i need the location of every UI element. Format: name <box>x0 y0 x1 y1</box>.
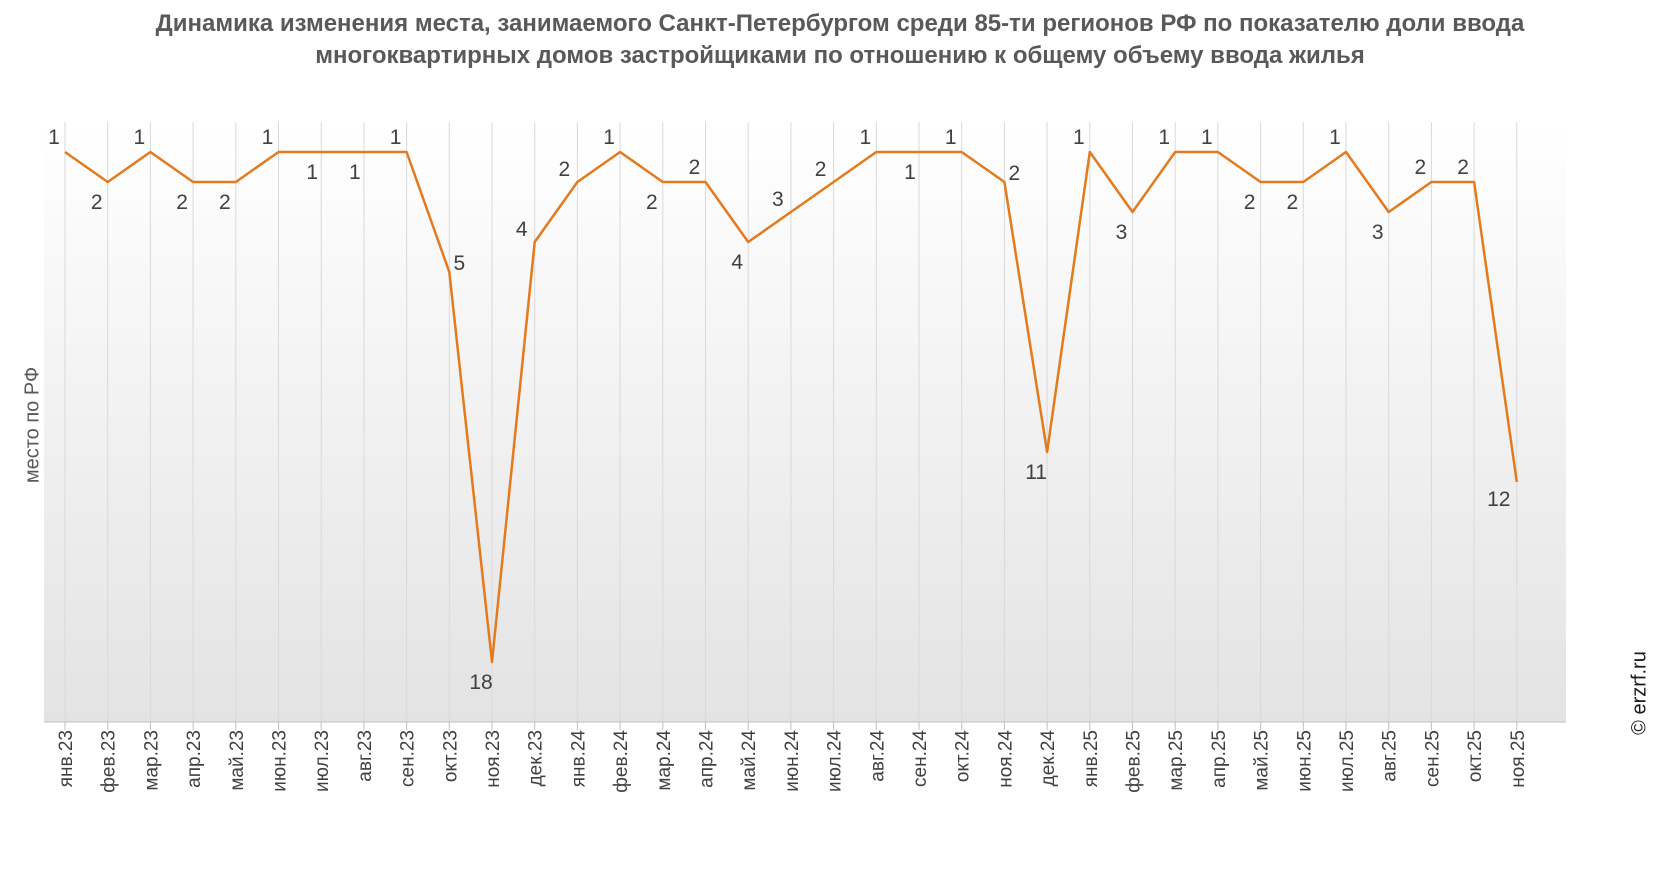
data-label: 2 <box>176 191 188 214</box>
data-label: 3 <box>1116 221 1128 244</box>
x-tick-label: янв.24 <box>568 730 589 788</box>
data-label: 1 <box>603 126 615 149</box>
x-tick-label: июн.25 <box>1294 730 1315 792</box>
x-tick-label: янв.25 <box>1081 730 1102 787</box>
x-tick-label: сен.23 <box>398 730 419 787</box>
data-label: 1 <box>1158 126 1170 149</box>
data-label: 5 <box>453 252 465 275</box>
x-tick-label: окт.25 <box>1465 730 1486 782</box>
data-label: 1 <box>945 126 957 149</box>
data-label: 4 <box>731 251 743 274</box>
data-label: 12 <box>1487 488 1510 511</box>
x-tick-label: ноя.25 <box>1508 730 1529 788</box>
x-tick-label: авг.25 <box>1380 730 1401 782</box>
x-tick-label: окт.23 <box>440 730 461 782</box>
x-tick-label: сен.25 <box>1422 730 1443 787</box>
data-label: 1 <box>904 161 916 184</box>
x-tick-label: июн.24 <box>782 730 803 792</box>
grid-lines <box>64 122 1518 722</box>
data-label: 2 <box>646 191 658 214</box>
x-tick-label: сен.24 <box>910 730 931 787</box>
data-label: 2 <box>1457 156 1469 179</box>
x-tick-label: фев.23 <box>99 730 120 793</box>
x-tick-labels: янв.23 фев.23 мар.23 апр.23 май.23 июн.23 июл.… <box>56 722 1529 793</box>
data-label: 1 <box>859 126 871 149</box>
data-label: 1 <box>390 126 402 149</box>
data-label: 3 <box>1372 221 1384 244</box>
data-label: 1 <box>349 161 361 184</box>
x-tick-label: ноя.24 <box>995 730 1016 788</box>
x-tick-label: июл.24 <box>825 730 846 792</box>
x-tick-label: фев.25 <box>1124 730 1145 793</box>
data-label: 2 <box>1286 191 1298 214</box>
series-line <box>64 150 1519 664</box>
data-label: 2 <box>1009 162 1021 185</box>
data-label: 2 <box>1415 156 1427 179</box>
x-tick-label: окт.24 <box>953 730 974 783</box>
data-label: 1 <box>134 126 146 149</box>
x-tick-label: май.25 <box>1252 730 1273 791</box>
data-label: 18 <box>469 671 492 694</box>
data-label: 1 <box>48 126 60 149</box>
x-tick-label: апр.25 <box>1209 730 1230 788</box>
x-tick-label: май.23 <box>227 730 248 791</box>
x-tick-label: май.24 <box>739 730 760 791</box>
x-tick-label: июл.25 <box>1337 730 1358 792</box>
series-line-group <box>64 150 1519 664</box>
data-label: 2 <box>815 158 827 181</box>
data-label: 2 <box>91 191 103 214</box>
x-tick-label: июл.23 <box>312 730 333 792</box>
x-tick-label: июн.23 <box>270 730 291 792</box>
data-label: 1 <box>306 161 318 184</box>
x-tick-label: мар.24 <box>654 730 675 791</box>
chart-title: Динамика изменения места, занимаемого Са… <box>155 10 1525 69</box>
data-label: 11 <box>1025 461 1047 484</box>
x-tick-label: дек.24 <box>1038 730 1059 787</box>
x-tick-label: ноя.23 <box>483 730 504 788</box>
plot-area <box>44 122 1566 722</box>
x-tick-label: апр.24 <box>697 730 718 788</box>
x-tick-label: мар.23 <box>141 730 162 791</box>
x-tick-label: фев.24 <box>611 730 632 793</box>
data-label: 2 <box>219 191 231 214</box>
data-label: 1 <box>1073 126 1085 149</box>
x-tick-label: авг.23 <box>355 730 376 782</box>
data-label: 1 <box>1201 126 1213 149</box>
data-label: 2 <box>559 158 571 181</box>
x-tick-label: апр.23 <box>184 730 205 788</box>
data-label: 4 <box>516 218 528 241</box>
data-label: 2 <box>1244 191 1256 214</box>
x-tick-label: авг.24 <box>867 730 888 782</box>
data-label: 2 <box>689 156 701 179</box>
x-tick-label: дек.23 <box>526 730 547 786</box>
x-tick-label: янв.23 <box>56 730 77 787</box>
x-tick-label: мар.25 <box>1166 730 1187 791</box>
data-label: 1 <box>262 126 274 149</box>
data-label: 1 <box>1329 126 1341 149</box>
data-label: 3 <box>772 188 784 211</box>
